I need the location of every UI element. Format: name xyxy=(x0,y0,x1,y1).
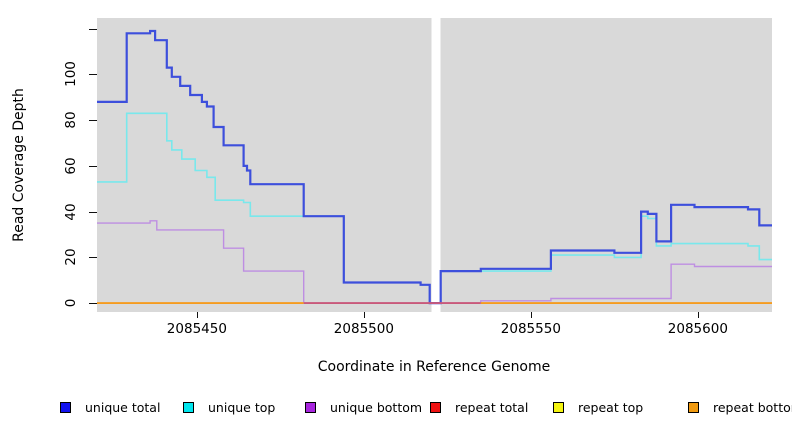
legend-item-repeat-total: repeat total xyxy=(430,398,528,416)
y-tick-label: 100 xyxy=(63,61,79,88)
y-tick xyxy=(89,303,97,305)
x-tick-label: 2085600 xyxy=(667,321,728,337)
x-tick xyxy=(697,312,699,318)
legend-label: unique total xyxy=(85,399,161,415)
coverage-gap-band xyxy=(431,18,441,312)
legend-swatch-icon xyxy=(688,401,699,413)
legend-item-unique-top: unique top xyxy=(183,398,275,416)
legend-item-repeat-bottom: repeat bottom xyxy=(688,398,792,416)
y-tick-label: 0 xyxy=(63,298,79,308)
legend-item-unique-total: unique total xyxy=(60,398,160,416)
x-axis-title: Coordinate in Reference Genome xyxy=(317,359,551,375)
legend-swatch-icon xyxy=(553,401,564,413)
x-tick xyxy=(530,312,532,318)
legend-label: unique bottom xyxy=(330,399,423,415)
x-tick xyxy=(363,312,365,318)
y-tick xyxy=(89,165,97,167)
y-tick-label: 80 xyxy=(63,111,79,129)
x-tick-label: 2085450 xyxy=(166,321,227,337)
legend-label: repeat total xyxy=(455,399,529,415)
y-tick-label: 60 xyxy=(63,157,79,175)
x-tick-label: 2085550 xyxy=(500,321,561,337)
y-tick xyxy=(89,28,97,30)
legend-swatch-icon xyxy=(60,401,71,413)
plot-svg xyxy=(97,18,772,312)
y-tick xyxy=(89,257,97,259)
y-tick xyxy=(89,211,97,213)
series-unique-total xyxy=(97,29,772,305)
legend-item-unique-bottom: unique bottom xyxy=(305,398,422,416)
legend-swatch-icon xyxy=(430,401,441,413)
y-tick xyxy=(89,74,97,76)
x-tick xyxy=(196,312,198,318)
y-tick xyxy=(89,120,97,122)
y-axis-title: Read Coverage Depth xyxy=(11,88,27,242)
y-tick-label: 20 xyxy=(63,248,79,266)
legend-label: repeat bottom xyxy=(713,399,792,415)
y-tick-label: 40 xyxy=(63,203,79,221)
series-unique-bottom xyxy=(97,220,772,304)
legend-swatch-icon xyxy=(305,401,316,413)
legend-item-repeat-top: repeat top xyxy=(553,398,643,416)
legend: unique total unique top unique bottom repea… xyxy=(0,398,792,418)
plot-panel xyxy=(97,18,772,312)
legend-label: unique top xyxy=(208,399,276,415)
legend-label: repeat top xyxy=(578,399,644,415)
legend-swatch-icon xyxy=(183,401,194,413)
x-tick-label: 2085500 xyxy=(333,321,394,337)
